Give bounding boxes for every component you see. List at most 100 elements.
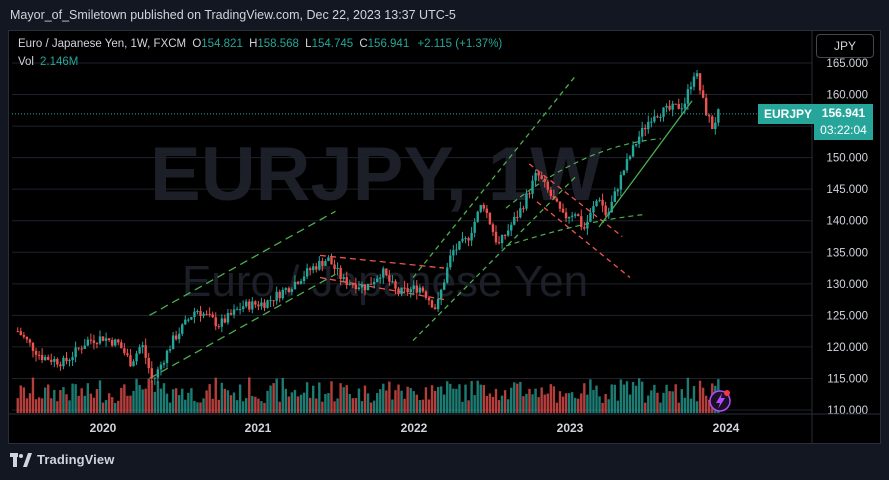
- volume-bars: [16, 377, 720, 413]
- volume-bar: [77, 395, 80, 413]
- volume-bar: [193, 400, 196, 413]
- volume-bar: [613, 384, 616, 413]
- volume-bar: [232, 392, 236, 413]
- candle-body: [479, 204, 482, 212]
- volume-bar: [653, 384, 656, 413]
- volume-bar: [595, 385, 598, 413]
- volume-bar: [430, 385, 434, 413]
- volume-bar: [647, 395, 650, 413]
- volume-bar: [248, 377, 251, 413]
- chart-frame[interactable]: [8, 30, 881, 444]
- brand[interactable]: TradingView: [10, 452, 114, 467]
- candle-body: [354, 284, 358, 290]
- volume-bar: [446, 381, 449, 413]
- candle-body: [366, 283, 370, 291]
- candle-body: [238, 309, 242, 311]
- candle-body: [339, 267, 342, 279]
- candle-body: [653, 116, 656, 122]
- volume-bar: [260, 401, 263, 413]
- close-label: C: [359, 38, 368, 50]
- volume-bar: [683, 397, 687, 413]
- volume-bar: [308, 397, 312, 413]
- candle-body: [308, 268, 312, 271]
- candle-body: [391, 281, 394, 283]
- candle-body: [71, 357, 74, 361]
- candle-body: [708, 115, 711, 117]
- candle-body: [257, 304, 260, 307]
- candle-body: [543, 178, 546, 182]
- candle-body: [452, 250, 455, 256]
- symbol-price-tag: EURJPY: [758, 104, 819, 124]
- candle-body: [305, 268, 309, 277]
- volume-bar: [34, 399, 38, 413]
- candle-body: [318, 260, 321, 270]
- candle-body: [263, 302, 266, 308]
- flag-line: [319, 254, 445, 269]
- volume-bar: [68, 400, 71, 413]
- candle-body: [260, 302, 263, 307]
- volume-bar: [272, 383, 275, 413]
- currency-button[interactable]: JPY: [816, 34, 874, 58]
- volume-bar: [318, 382, 321, 413]
- candle-body: [412, 285, 415, 290]
- volume-bar: [516, 383, 519, 413]
- volume-bar: [467, 400, 470, 413]
- candle-body: [159, 364, 163, 370]
- volume-bar: [692, 386, 696, 413]
- volume-bar: [686, 377, 690, 413]
- time-axis[interactable]: 2020 2021 2022 2023 2024: [90, 421, 740, 435]
- candle-body: [577, 214, 580, 217]
- candle-body: [488, 212, 492, 225]
- candle-body: [266, 300, 269, 308]
- volume-bar: [449, 383, 452, 413]
- volume-bar: [37, 397, 41, 413]
- volume-bar: [552, 386, 556, 413]
- candle-body: [80, 348, 83, 350]
- candle-body: [385, 268, 388, 276]
- volume-bar: [369, 402, 373, 413]
- volume-bar: [674, 384, 677, 413]
- candle-body: [275, 291, 278, 301]
- volume-legend: Vol 2.146M: [18, 56, 78, 68]
- volume-bar: [564, 393, 568, 413]
- time-tick-label: 2021: [245, 421, 272, 435]
- volume-bar: [110, 397, 114, 413]
- candle-body: [534, 172, 537, 181]
- candle-body: [677, 103, 680, 109]
- volume-bar: [214, 377, 217, 413]
- volume-bar: [424, 387, 428, 413]
- volume-bar: [168, 402, 172, 413]
- tradingview-logo-icon: [10, 452, 32, 467]
- volume-bar: [177, 395, 181, 413]
- candle-body: [272, 300, 275, 302]
- candle-body: [95, 343, 99, 345]
- candle-body: [62, 357, 65, 367]
- candle-body: [196, 311, 199, 313]
- volume-bar: [132, 390, 135, 413]
- alert-icon[interactable]: [709, 390, 731, 412]
- trend-drawings[interactable]: [149, 75, 693, 380]
- volume-bar: [708, 399, 711, 413]
- candle-body: [375, 278, 379, 282]
- volume-bar: [129, 395, 132, 413]
- candle-body: [50, 359, 53, 362]
- candle-body: [598, 199, 601, 201]
- price-axis[interactable]: 165.000160.000155.000150.000145.000140.0…: [9, 31, 880, 443]
- volume-bar: [324, 393, 327, 413]
- candle-body: [647, 121, 650, 130]
- candle-body: [351, 283, 355, 285]
- candle-body: [516, 216, 519, 218]
- candle-body: [491, 224, 495, 232]
- candle-body: [126, 353, 129, 356]
- candle-body: [114, 339, 117, 346]
- candle-body: [510, 224, 513, 231]
- volume-bar: [150, 380, 153, 413]
- volume-bar: [573, 397, 577, 413]
- candle-body: [458, 241, 461, 250]
- candle-body: [245, 301, 248, 307]
- volume-bar: [202, 398, 205, 413]
- volume-bar: [372, 400, 376, 413]
- candle-body: [86, 339, 90, 346]
- volume-bar: [62, 387, 65, 413]
